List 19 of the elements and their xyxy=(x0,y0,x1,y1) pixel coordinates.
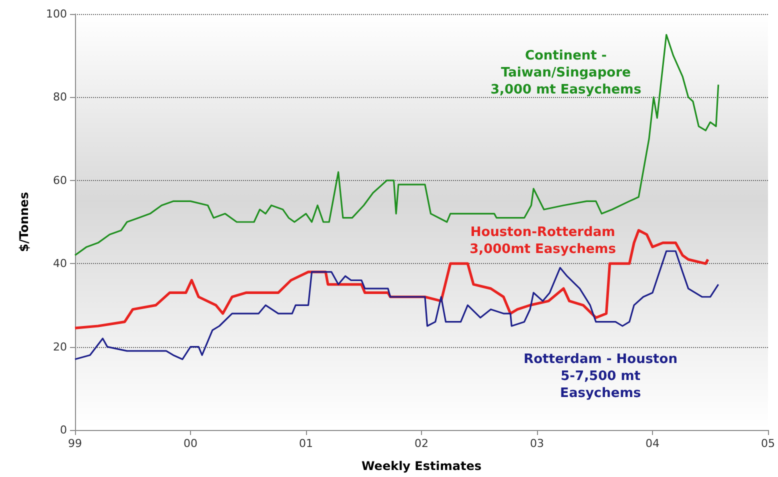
y-tick-label: 60 xyxy=(53,174,67,187)
x-tick-label: 04 xyxy=(646,437,660,450)
x-tick-label: 99 xyxy=(68,437,82,450)
x-tick-label: 00 xyxy=(184,437,198,450)
y-tick-label: 100 xyxy=(46,8,67,20)
y-tick-label: 80 xyxy=(53,90,67,104)
x-tick-label: 05 xyxy=(761,437,775,450)
y-tick-label: 40 xyxy=(53,257,67,270)
y-tick-label: 0 xyxy=(60,424,67,436)
x-tick-label: 02 xyxy=(414,437,428,450)
x-axis-title: Weekly Estimates xyxy=(362,459,482,473)
x-tick-label: 01 xyxy=(299,437,313,450)
series-label: Continent - Taiwan/Singapore 3,000 mt Easychems xyxy=(490,48,642,98)
series-label: Houston-Rotterdam 3,000mt Easychems xyxy=(470,225,616,258)
y-tick-label: 20 xyxy=(53,340,67,354)
y-axis-title: $/Tonnes xyxy=(17,192,31,252)
text: Rotterdam - Houston 5-7,500 mt Easychems xyxy=(524,352,678,401)
x-tick-label: 03 xyxy=(530,437,544,450)
line-series xyxy=(74,34,720,256)
